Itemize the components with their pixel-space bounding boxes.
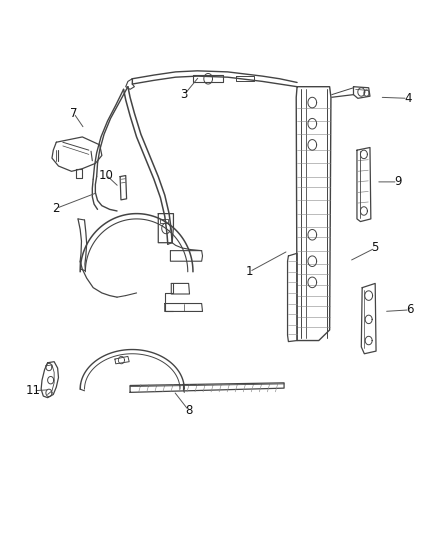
Text: 9: 9 (394, 175, 402, 188)
Text: 7: 7 (70, 107, 78, 119)
Text: 11: 11 (26, 384, 41, 397)
Text: 5: 5 (371, 241, 379, 254)
Text: 1: 1 (246, 265, 253, 278)
Text: 2: 2 (53, 202, 60, 215)
Text: 6: 6 (406, 303, 413, 317)
Text: 4: 4 (404, 92, 411, 105)
Text: 3: 3 (180, 88, 188, 101)
Text: 8: 8 (185, 404, 192, 417)
Text: 10: 10 (99, 168, 113, 182)
